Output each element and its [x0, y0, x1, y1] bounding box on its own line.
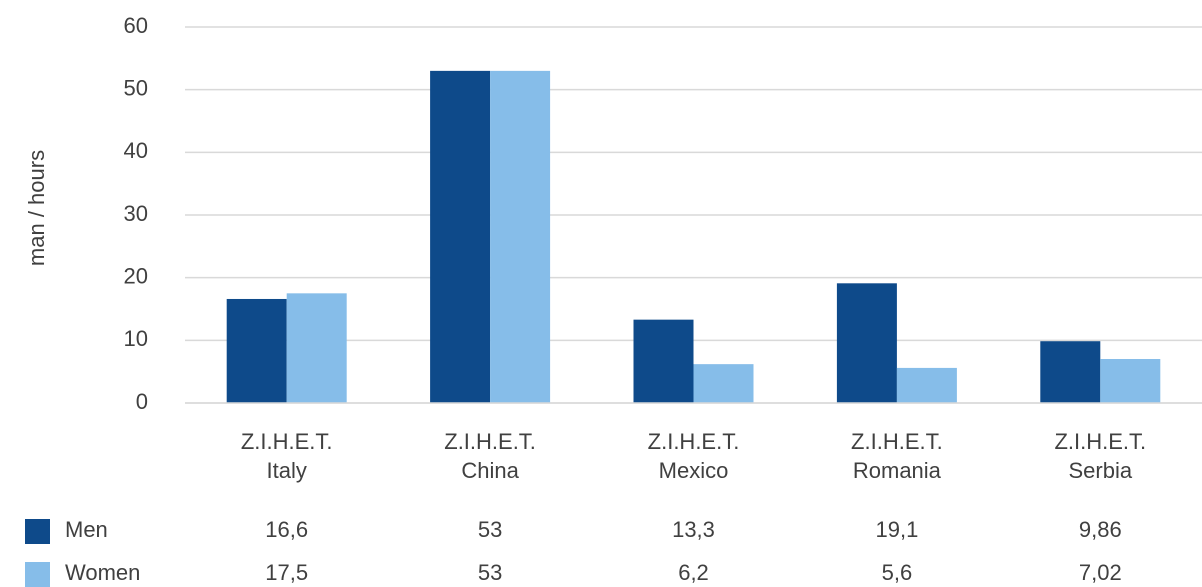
table-value: 19,1: [875, 517, 918, 542]
table-value: 6,2: [678, 560, 709, 585]
x-tick-label: Z.I.H.E.T. China: [444, 429, 536, 483]
bar: [633, 319, 694, 403]
bar: [896, 367, 957, 403]
x-tick-label: Z.I.H.E.T. Mexico: [648, 429, 740, 483]
bar: [490, 70, 551, 403]
x-tick-label: Z.I.H.E.T. Italy: [241, 429, 333, 483]
y-tick-label: 60: [124, 13, 148, 38]
y-tick-label: 0: [136, 389, 148, 414]
x-tick-label: Z.I.H.E.T. Serbia: [1054, 429, 1146, 483]
legend-label: Women: [65, 560, 140, 585]
bar: [286, 293, 347, 403]
y-axis-label: man / hours: [24, 150, 49, 266]
x-tick-label: Z.I.H.E.T. Romania: [851, 429, 943, 483]
table-value: 7,02: [1079, 560, 1122, 585]
bar: [226, 298, 287, 403]
y-tick-label: 20: [124, 263, 148, 288]
table-value: 53: [478, 560, 502, 585]
table-value: 9,86: [1079, 517, 1122, 542]
y-tick-label: 50: [124, 75, 148, 100]
legend-swatch: [25, 562, 50, 587]
bar: [836, 283, 897, 403]
bar: [1100, 359, 1161, 403]
y-tick-label: 10: [124, 326, 148, 351]
y-tick-label: 40: [124, 138, 148, 163]
bar: [693, 364, 754, 403]
table-value: 17,5: [265, 560, 308, 585]
table-value: 5,6: [882, 560, 913, 585]
legend-label: Men: [65, 517, 108, 542]
bar: [430, 70, 491, 403]
table-value: 53: [478, 517, 502, 542]
y-tick-label: 30: [124, 201, 148, 226]
table-value: 13,3: [672, 517, 715, 542]
legend-swatch: [25, 519, 50, 544]
bar: [1040, 341, 1101, 403]
table-value: 16,6: [265, 517, 308, 542]
